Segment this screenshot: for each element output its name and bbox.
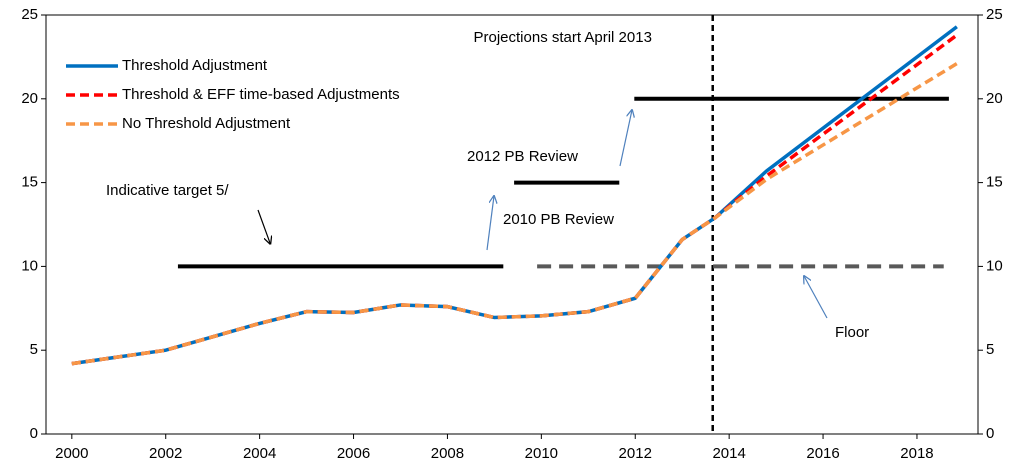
segment-label: Indicative target 5/ <box>106 182 229 199</box>
x-tick-label: 2018 <box>900 445 933 462</box>
y-tick-label: 5 <box>30 341 38 358</box>
legend-label: No Threshold Adjustment <box>122 115 291 132</box>
legend-label: Threshold Adjustment <box>122 57 268 74</box>
y2-tick-label: 25 <box>986 6 1003 23</box>
y-tick-label: 20 <box>21 90 38 107</box>
x-tick-label: 2012 <box>619 445 652 462</box>
plot-frame <box>45 14 979 435</box>
y-tick-label: 25 <box>21 6 38 23</box>
x-tick-label: 2002 <box>149 445 182 462</box>
series-line <box>71 33 958 366</box>
y-tick-label: 10 <box>21 257 38 274</box>
x-tick-label: 2006 <box>337 445 370 462</box>
x-tick-label: 2004 <box>243 445 276 462</box>
y-tick-label: 15 <box>21 174 38 191</box>
segment-label: 2010 PB Review <box>503 211 614 228</box>
segment-label: Floor <box>835 324 869 341</box>
x-tick-label: 2014 <box>712 445 745 462</box>
x-tick-label: 2010 <box>525 445 558 462</box>
segment-label: 2012 PB Review <box>467 148 578 165</box>
series-line <box>71 62 958 366</box>
y2-tick-label: 15 <box>986 174 1003 191</box>
y2-tick-label: 20 <box>986 90 1003 107</box>
arrow <box>486 196 494 251</box>
x-tick-label: 2000 <box>55 445 88 462</box>
arrow <box>619 110 632 167</box>
projection-label: Projections start April 2013 <box>474 29 652 46</box>
y2-tick-label: 5 <box>986 341 994 358</box>
x-tick-label: 2016 <box>806 445 839 462</box>
arrow <box>257 209 270 244</box>
x-tick-label: 2008 <box>431 445 464 462</box>
legend-label: Threshold & EFF time-based Adjustments <box>122 86 400 103</box>
arrow <box>804 276 828 319</box>
y-tick-label: 0 <box>30 425 38 442</box>
y2-tick-label: 10 <box>986 257 1003 274</box>
y2-tick-label: 0 <box>986 425 994 442</box>
